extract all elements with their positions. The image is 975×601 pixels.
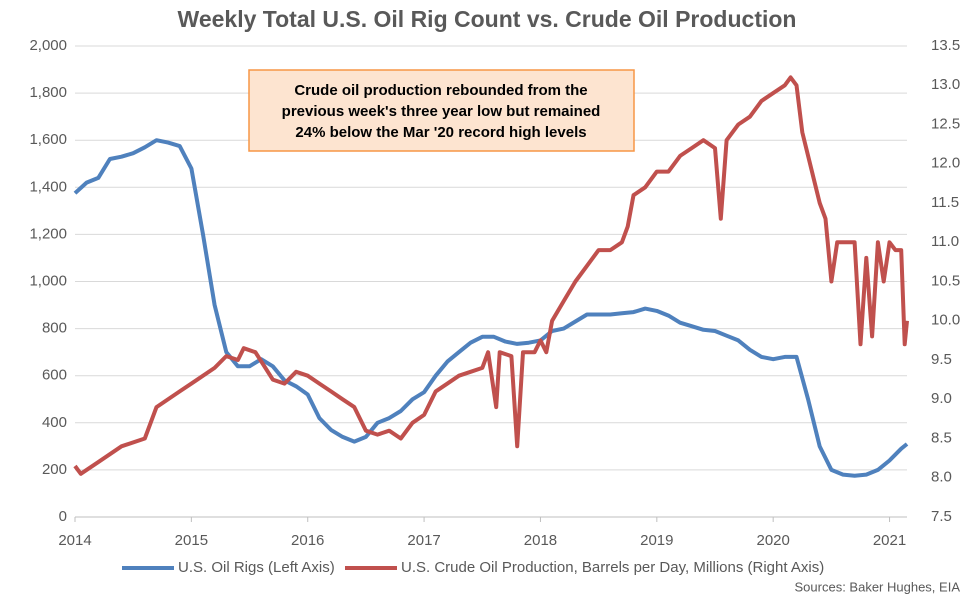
y2-tick-label: 8.5: [931, 429, 952, 446]
y-tick-label: 1,600: [29, 131, 67, 148]
y2-tick-label: 10.5: [931, 272, 960, 289]
y2-tick-label: 9.0: [931, 390, 952, 407]
annotation-text: previous week's three year low but remai…: [282, 103, 601, 120]
y2-tick-label: 7.5: [931, 508, 952, 525]
legend-label: U.S. Oil Rigs (Left Axis): [178, 559, 335, 576]
y2-tick-label: 9.5: [931, 351, 952, 368]
y2-tick-label: 11.5: [931, 194, 959, 211]
x-tick-label: 2014: [58, 532, 91, 549]
y-tick-label: 1,200: [29, 225, 67, 242]
y2-tick-label: 13.0: [931, 76, 960, 93]
x-tick-label: 2019: [640, 532, 673, 549]
y-tick-label: 1,800: [29, 84, 67, 101]
x-tick-label: 2018: [524, 532, 557, 549]
y-tick-label: 1,000: [29, 272, 67, 289]
chart-title: Weekly Total U.S. Oil Rig Count vs. Crud…: [178, 6, 797, 32]
annotation-box: [248, 69, 635, 152]
annotation-text: Crude oil production rebounded from the: [294, 82, 587, 99]
y-tick-label: 200: [42, 461, 67, 478]
y-tick-label: 2,000: [29, 37, 67, 54]
x-tick-label: 2017: [407, 532, 440, 549]
y2-tick-label: 12.0: [931, 155, 960, 172]
y2-tick-label: 10.0: [931, 312, 960, 329]
x-tick-label: 2015: [175, 532, 208, 549]
y2-tick-label: 13.5: [931, 37, 960, 54]
y2-tick-label: 12.5: [931, 115, 960, 132]
y-tick-label: 400: [42, 414, 67, 431]
y2-tick-label: 8.0: [931, 469, 952, 486]
x-tick-label: 2016: [291, 532, 324, 549]
y-tick-label: 1,400: [29, 178, 67, 195]
x-tick-label: 2021: [873, 532, 906, 549]
series-line: [73, 138, 909, 478]
y2-tick-label: 11.0: [931, 233, 959, 250]
x-tick-label: 2020: [756, 532, 789, 549]
y-tick-label: 0: [59, 508, 67, 525]
source: Sources: Baker Hughes, EIA: [795, 579, 961, 594]
y-tick-label: 800: [42, 320, 67, 337]
series-line: [73, 75, 909, 476]
y-tick-label: 600: [42, 367, 67, 384]
annotation-text: 24% below the Mar '20 record high levels: [295, 124, 586, 141]
legend-label: U.S. Crude Oil Production, Barrels per D…: [401, 559, 824, 576]
